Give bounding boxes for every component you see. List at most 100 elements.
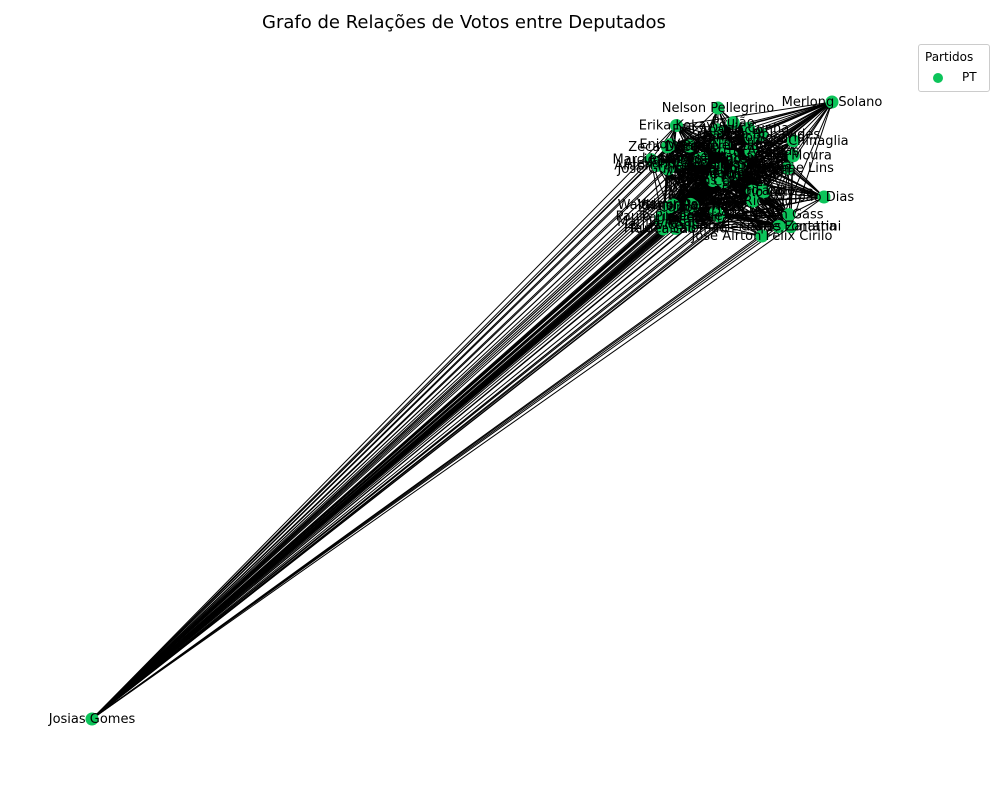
node-label: Vander Loubet [678,139,772,154]
graph-edge [91,228,664,720]
graph-node [781,161,795,175]
graph-edge [91,162,683,720]
graph-edge [91,122,734,720]
graph-edge [790,101,833,227]
graph-node [684,197,698,211]
graph-node [825,95,839,109]
node-label: Rogério Correia [714,185,814,200]
graph-node [726,116,740,130]
graph-node [745,184,759,198]
graph-edge [91,145,690,720]
graph-edge [737,168,825,198]
node-label: Arlindo Chinaglia [738,134,849,149]
node-label: Luizianne Lins [742,161,834,176]
node-label: José Ricardo [712,194,793,209]
node-label: Padre João [682,168,750,183]
graph-edge [717,155,794,169]
node-label: Josias Gomes [48,712,136,727]
graph-edge [91,171,739,720]
graph-edge [91,144,671,720]
node-label: José Airton Félix Cirilo [691,229,833,244]
graph-node [782,208,796,222]
graph-node [755,183,769,197]
graph-node [675,156,689,170]
node-label: Nilto Tatto [729,183,795,198]
node-label: Odair Cunha [708,121,789,136]
node-label: Alencar Santana [685,158,792,173]
graph-edge [676,101,833,127]
node-label: Alexandre Padilha [624,156,741,171]
graph-edge [787,167,825,198]
node-label: João Daniel [678,205,752,220]
graph-node [656,222,670,236]
graph-node [85,712,99,726]
graph-node [772,220,786,234]
node-label: Gleisi Hoffmann [641,199,745,214]
node-label: Leonardo Monteiro [642,152,764,167]
graph-edge [689,145,794,157]
node-label: Natália Bonavides [703,128,821,143]
node-label: Jorge Solla [682,161,752,176]
graph-node [662,200,676,214]
node-label: Henrique Fontana [721,220,837,235]
node-label: Rui Falcão [631,222,696,237]
graph-node [786,134,800,148]
graph-edge [91,159,652,720]
graph-edge [689,171,739,226]
node-label: Enio Verri [639,138,701,153]
legend-title: Partidos [925,50,974,64]
node-label: José Guimarães [616,162,719,177]
graph-nodes [85,95,839,726]
legend-marker-pt [933,73,943,83]
graph-labels: Josias Gomes Merlong Solano Nelson Pellegr… [48,95,883,727]
node-label: Marília Arraes [617,215,707,230]
graph-node [725,149,739,163]
node-label: Frei Anastácio [672,123,763,138]
graph-edge [91,224,691,720]
node-label: Célio Moura [755,149,832,164]
node-label: Waldenor Pereira [618,198,729,213]
graph-edge [91,211,717,720]
graph-edge [778,101,833,227]
node-label: Paulo Teixeira [641,210,730,225]
graph-edge [91,145,721,720]
graph-edge [91,167,718,720]
node-label: Zeca Dirceu [628,140,706,155]
graph-edge [91,158,699,720]
graph-title: Grafo de Relações de Votos entre Deputad… [262,12,666,33]
graph-node [711,101,725,115]
graph-node [669,221,683,235]
node-label: Assis Carvalho [676,175,771,190]
graph-edge [91,128,749,720]
graph-node [711,209,725,223]
graph-edge [668,145,721,208]
legend-entry-pt: PT [962,70,977,84]
node-label: Merlong Solano [782,95,883,110]
graph-edge [91,125,677,720]
graph-node [683,218,697,232]
node-label: João Dias [793,190,854,205]
node-label: Nelson Pellegrino [662,101,774,116]
graph-node [817,190,831,204]
node-label: Zé Carlos [638,200,700,215]
node-label: Carlos Veras [700,157,781,172]
graph-edge [91,215,719,720]
graph-node [661,162,675,176]
node-label: Paulo Pimenta [616,210,708,225]
graph-edge [737,155,794,173]
node-label: Dionilso Marcon [686,162,789,177]
graph-node [746,194,760,208]
graph-edge [788,196,825,216]
graph-edge [91,196,825,720]
node-label: Afonso Florence [665,169,769,184]
node-label: Joenia Wapichana [680,165,796,180]
graph-node [755,229,769,243]
graph-node [711,161,725,175]
node-label: Maria do Rosário [696,130,805,145]
node-label: Joseildo Ramos [648,152,747,167]
node-label: Erika Kokay [639,119,715,134]
graph-node [711,123,725,137]
node-label: Airton Faleiro [614,158,700,173]
graph-edge [91,200,754,720]
